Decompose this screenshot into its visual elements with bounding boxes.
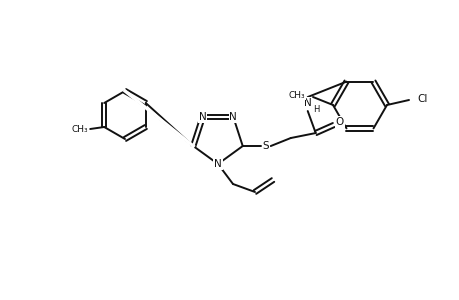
- Text: Cl: Cl: [416, 94, 426, 104]
- Text: S: S: [262, 141, 269, 151]
- Text: N: N: [213, 159, 221, 169]
- Text: N: N: [198, 112, 206, 122]
- Text: N: N: [303, 98, 311, 108]
- Text: CH₃: CH₃: [288, 91, 304, 100]
- Text: H: H: [312, 104, 319, 113]
- Text: O: O: [335, 117, 343, 127]
- Text: N: N: [229, 112, 237, 122]
- Text: CH₃: CH₃: [72, 124, 88, 134]
